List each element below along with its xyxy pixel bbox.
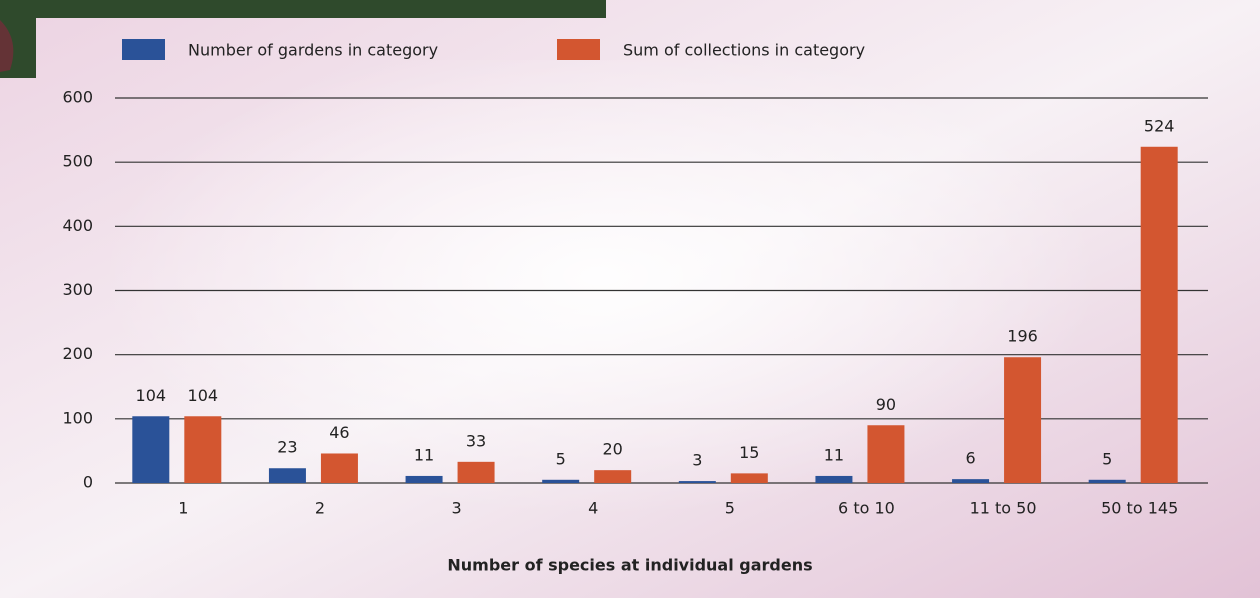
data-label: 11 [414,445,434,464]
y-tick-label: 600 [62,88,93,107]
data-label: 33 [466,431,486,450]
bar [184,416,222,483]
data-label: 20 [603,440,623,459]
data-label: 15 [739,443,759,462]
data-label: 5 [556,449,566,468]
legend-label: Sum of collections in category [623,41,865,60]
bar [132,416,170,483]
y-tick-label: 400 [62,216,93,235]
bar [730,473,768,483]
y-tick-label: 0 [83,473,93,492]
x-tick-label: 2 [315,499,325,518]
x-tick-label: 3 [451,499,461,518]
x-tick-label: 4 [588,499,598,518]
data-label: 46 [329,423,349,442]
data-label: 196 [1007,327,1038,346]
x-tick-label: 5 [725,499,735,518]
data-label: 3 [692,451,702,470]
bar [457,461,495,483]
photo-detail [0,20,14,72]
data-label: 524 [1144,116,1175,135]
photo-corner [0,0,606,78]
bar [542,479,580,483]
x-tick-label: 1 [178,499,188,518]
bar [405,475,443,483]
legend-swatch [557,39,600,60]
bar [320,453,358,483]
data-label: 5 [1102,449,1112,468]
legend-label: Number of gardens in category [188,41,438,60]
data-label: 11 [824,445,844,464]
legend-swatch [122,39,165,60]
x-axis-title: Number of species at individual gardens [447,556,812,575]
bar [268,468,306,483]
x-tick-label: 11 to 50 [970,499,1037,518]
bar [1004,357,1042,483]
bar [1088,479,1126,483]
x-tick-label: 6 to 10 [838,499,895,518]
data-label: 6 [965,449,975,468]
data-label: 104 [188,386,219,405]
y-tick-label: 500 [62,152,93,171]
bar [867,425,905,483]
y-tick-label: 100 [62,408,93,427]
data-label: 104 [136,386,167,405]
bar [815,475,853,483]
y-tick-label: 200 [62,344,93,363]
bar [952,479,990,483]
bar [594,470,632,483]
y-tick-label: 300 [62,280,93,299]
data-label: 90 [876,395,896,414]
bar [1140,146,1178,483]
data-label: 23 [277,438,297,457]
bar [678,481,716,483]
x-tick-label: 50 to 145 [1101,499,1178,518]
background-glow [100,60,1100,540]
